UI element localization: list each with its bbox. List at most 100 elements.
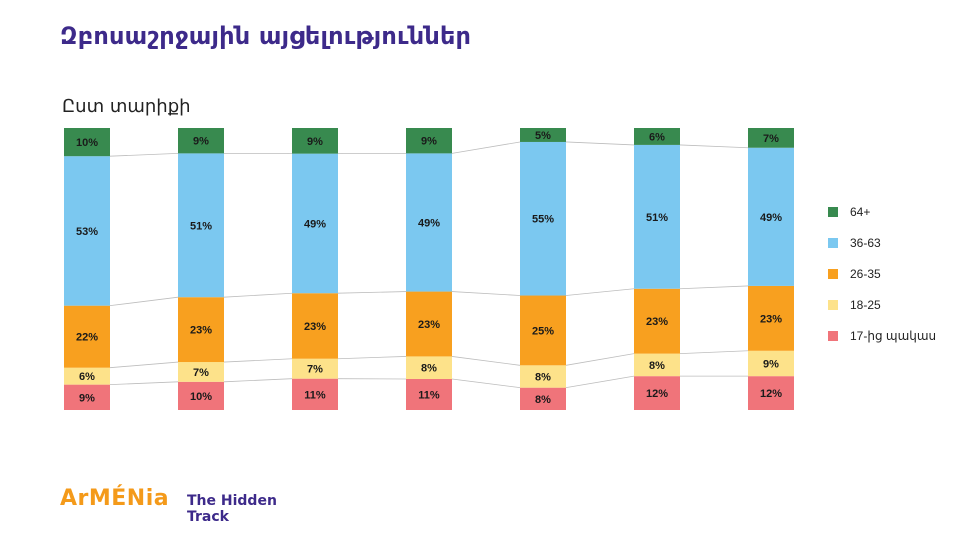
data-label: 8% <box>421 363 437 375</box>
data-label: 12% <box>646 388 668 400</box>
connector-line <box>679 350 749 354</box>
connector-line <box>337 291 407 294</box>
connector-line <box>565 141 635 146</box>
bar-segment <box>178 362 224 382</box>
legend-item-36-63: 36-63 <box>828 235 936 250</box>
data-label: 7% <box>763 133 779 145</box>
bar-segment <box>748 350 794 377</box>
data-label: 23% <box>760 313 782 325</box>
data-label: 23% <box>190 325 212 337</box>
data-label: 8% <box>535 371 551 383</box>
bar-segment <box>406 378 452 410</box>
connector-line <box>451 141 521 154</box>
bar-segment <box>178 153 224 298</box>
data-label: 51% <box>646 212 668 224</box>
connector-line <box>679 285 749 290</box>
chart-legend: 64+ 36-63 26-35 18-25 17-ից պակաս <box>828 204 936 359</box>
bar-segment <box>292 358 338 379</box>
legend-label: 17-ից պակաս <box>850 328 937 343</box>
connector-line <box>337 356 407 360</box>
bar-segment <box>292 378 338 410</box>
data-label: 23% <box>304 321 326 333</box>
connector-line <box>223 292 293 298</box>
connector-line <box>109 296 179 307</box>
data-label: 9% <box>79 392 95 404</box>
bar-segment <box>748 376 794 410</box>
connector-line <box>451 378 521 389</box>
bar-segment <box>634 144 680 289</box>
connector-line <box>565 375 635 389</box>
bar-segment <box>748 285 794 351</box>
connector-line <box>565 288 635 296</box>
data-label: 5% <box>535 130 551 142</box>
data-label: 22% <box>76 332 98 344</box>
bar-segment <box>178 297 224 363</box>
bar-segment <box>64 128 110 157</box>
chart-subtitle: Ըստ տարիքի <box>62 96 191 117</box>
bar-segment <box>292 153 338 294</box>
bar-segment <box>406 291 452 357</box>
data-label: 12% <box>760 388 782 400</box>
data-label: 55% <box>532 214 554 226</box>
data-label: 6% <box>649 131 665 143</box>
bar-segment <box>292 128 338 154</box>
legend-label: 36-63 <box>850 235 881 250</box>
bar-segment <box>292 293 338 359</box>
data-label: 9% <box>421 136 437 148</box>
connector-line <box>679 144 749 149</box>
legend-label: 18-25 <box>850 297 881 312</box>
bar-segment <box>634 128 680 145</box>
brand-logo-text: ArMÉNia <box>60 486 170 511</box>
data-label: 23% <box>646 316 668 328</box>
bar-segment <box>64 156 110 306</box>
bar-segment <box>520 128 566 142</box>
connector-line <box>223 378 293 383</box>
data-label: 9% <box>763 358 779 370</box>
connector-line <box>451 356 521 366</box>
data-label: 51% <box>190 220 212 232</box>
legend-item-under-17: 17-ից պակաս <box>828 328 936 343</box>
data-label: 8% <box>649 360 665 372</box>
connector-line <box>565 353 635 366</box>
data-label: 49% <box>418 217 440 229</box>
bar-segment <box>634 376 680 410</box>
data-label: 10% <box>190 391 212 403</box>
data-label: 9% <box>307 136 323 148</box>
bar-segment <box>178 128 224 154</box>
legend-swatch <box>828 237 838 248</box>
legend-swatch <box>828 299 838 310</box>
legend-swatch <box>828 330 838 341</box>
bar-segment <box>406 153 452 292</box>
bar-segment <box>64 305 110 368</box>
data-label: 11% <box>304 389 326 401</box>
page-title: Զբոսաշրջային այցելություններ <box>60 22 472 50</box>
legend-label: 64+ <box>850 204 871 219</box>
connector-line <box>451 291 521 296</box>
legend-swatch <box>828 268 838 279</box>
bar-segment <box>520 295 566 366</box>
connector-line <box>109 361 179 369</box>
bar-segment <box>748 147 794 286</box>
data-label: 49% <box>304 218 326 230</box>
data-label: 53% <box>76 226 98 238</box>
bar-segment <box>748 128 794 148</box>
bar-segment <box>64 384 110 410</box>
legend-item-26-35: 26-35 <box>828 266 936 281</box>
data-label: 10% <box>76 137 98 149</box>
bar-segment <box>64 367 110 385</box>
legend-item-64-plus: 64+ <box>828 204 936 219</box>
data-label: 25% <box>532 325 554 337</box>
data-label: 11% <box>418 389 440 401</box>
data-label: 49% <box>760 212 782 224</box>
bar-segment <box>406 356 452 379</box>
bar-segment <box>520 141 566 296</box>
connector-line <box>223 358 293 363</box>
legend-swatch <box>828 206 838 217</box>
data-label: 23% <box>418 319 440 331</box>
data-label: 7% <box>307 364 323 376</box>
legend-item-18-25: 18-25 <box>828 297 936 312</box>
connector-line <box>109 152 179 157</box>
bar-segment <box>178 381 224 410</box>
data-label: 8% <box>535 394 551 406</box>
